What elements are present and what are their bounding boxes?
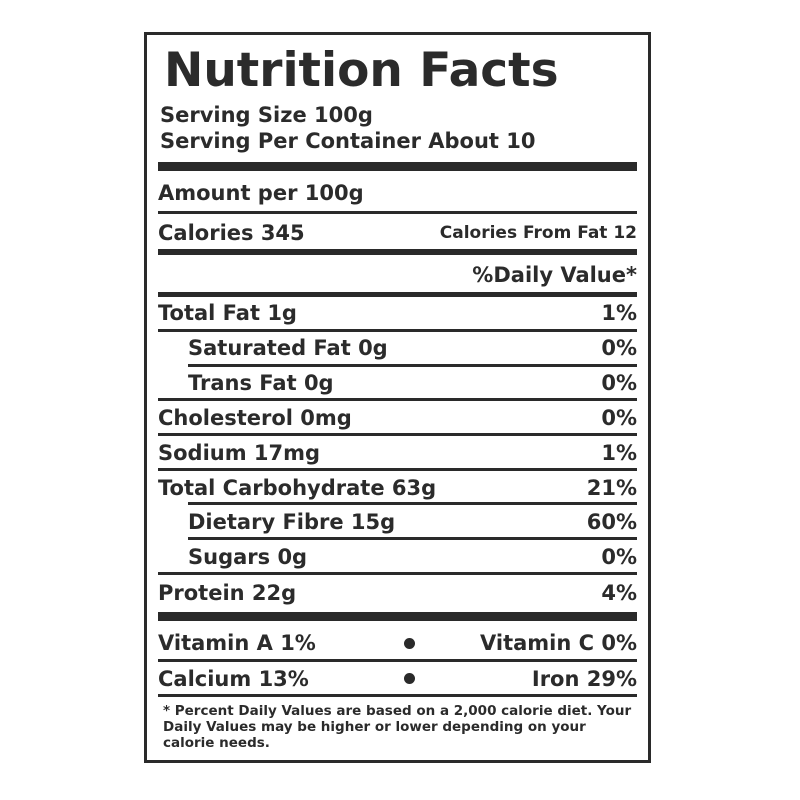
nutrient-label: Sugars 0g xyxy=(188,544,308,569)
thick-divider xyxy=(158,612,637,621)
label-body: Amount per 100g Calories 345 Calories Fr… xyxy=(158,35,637,760)
daily-value-row: %Daily Value* xyxy=(158,258,637,291)
nutrient-label: Trans Fat 0g xyxy=(188,371,334,395)
nutrient-dv: 0% xyxy=(601,405,637,430)
divider xyxy=(158,572,637,575)
vitamin-left: Calcium 13% xyxy=(158,666,309,691)
bullet-icon xyxy=(404,638,415,649)
divider xyxy=(158,694,637,697)
nutrient-label: Dietary Fibre 15g xyxy=(188,509,396,534)
divider xyxy=(188,537,637,540)
label-title: Nutrition Facts xyxy=(164,43,559,98)
nutrient-label: Total Carbohydrate 63g xyxy=(158,475,437,500)
vitamin-row: Calcium 13% Iron 29% xyxy=(158,662,637,695)
nutrient-dv: 0% xyxy=(601,336,637,360)
nutrient-dv: 1% xyxy=(601,301,637,325)
divider xyxy=(158,659,637,662)
bullet-icon xyxy=(404,673,415,684)
servings-per-container: Serving Per Container About 10 xyxy=(160,129,536,153)
divider xyxy=(188,364,637,367)
nutrient-label: Sodium 17mg xyxy=(158,440,321,465)
divider xyxy=(158,433,637,436)
calories-from-fat: Calories From Fat 12 xyxy=(439,223,637,243)
nutrient-row: Total Carbohydrate 63g 21% xyxy=(158,471,637,504)
nutrient-dv: 0% xyxy=(601,544,637,569)
divider xyxy=(158,468,637,471)
vitamin-right: Vitamin C 0% xyxy=(479,630,637,655)
amount-per-row: Amount per 100g xyxy=(158,178,637,208)
thick-divider xyxy=(158,162,637,171)
nutrient-dv: 1% xyxy=(601,440,637,465)
calories: Calories 345 xyxy=(158,221,305,245)
daily-value-header: %Daily Value* xyxy=(472,262,637,287)
calories-row: Calories 345 Calories From Fat 12 xyxy=(158,217,637,249)
footnote: * Percent Daily Values are based on a 2,… xyxy=(163,703,632,751)
nutrient-row: Protein 22g 4% xyxy=(158,575,637,611)
nutrient-row: Cholesterol 0mg 0% xyxy=(158,401,637,434)
nutrient-row: Dietary Fibre 15g 60% xyxy=(158,505,637,538)
medium-divider xyxy=(158,249,637,255)
nutrient-row: Sugars 0g 0% xyxy=(158,540,637,573)
nutrient-label: Saturated Fat 0g xyxy=(188,336,388,360)
divider xyxy=(158,329,637,332)
nutrient-row: Total Fat 1g 1% xyxy=(158,297,637,329)
vitamin-row: Vitamin A 1% Vitamin C 0% xyxy=(158,626,637,659)
nutrient-row: Sodium 17mg 1% xyxy=(158,436,637,469)
nutrient-label: Total Fat 1g xyxy=(158,301,297,325)
divider xyxy=(188,502,637,505)
nutrient-dv: 4% xyxy=(601,581,637,605)
nutrient-row: Saturated Fat 0g 0% xyxy=(158,332,637,364)
nutrient-row: Trans Fat 0g 0% xyxy=(158,367,637,399)
divider xyxy=(158,211,637,214)
nutrient-dv: 0% xyxy=(601,371,637,395)
amount-per: Amount per 100g xyxy=(158,181,364,205)
nutrient-dv: 60% xyxy=(586,509,637,534)
divider xyxy=(158,398,637,401)
nutrient-label: Cholesterol 0mg xyxy=(158,405,352,430)
nutrition-label: Nutrition Facts Serving Size 100g Servin… xyxy=(144,32,651,763)
nutrient-label: Protein 22g xyxy=(158,581,297,605)
vitamin-right: Iron 29% xyxy=(531,666,637,691)
medium-divider xyxy=(158,292,637,297)
nutrient-dv: 21% xyxy=(586,475,637,500)
serving-size: Serving Size 100g xyxy=(160,103,373,127)
vitamin-left: Vitamin A 1% xyxy=(158,630,316,655)
